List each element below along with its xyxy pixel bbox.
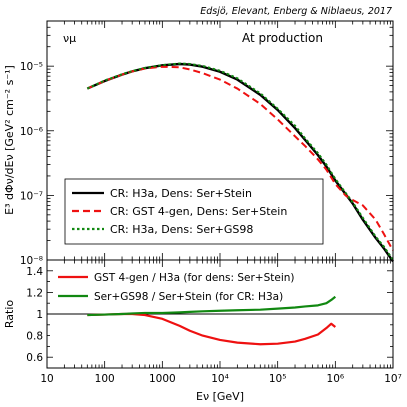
legend-label-h3a-gs98: CR: H3a, Dens: Ser+GS98 (110, 223, 253, 236)
author-credit: Edsjö, Elevant, Enberg & Niblaeus, 2017 (200, 6, 392, 17)
x-tick-label: 10⁷ (384, 373, 402, 385)
x-tick-label: 10⁶ (327, 373, 345, 385)
flux-y-axis-label: E³ dΦν/dEν [GeV² cm⁻² s⁻¹] (3, 65, 16, 215)
flux-y-tick-label: 10⁻⁷ (20, 190, 43, 202)
flux-y-tick-labels: 10⁻⁸ 10⁻⁷ 10⁻⁶ 10⁻⁵ (20, 61, 43, 267)
ratio-series-line-0 (87, 312, 337, 346)
ratio-axis-ticks (46, 259, 394, 369)
flux-panel: 10⁻⁸ 10⁻⁷ 10⁻⁶ 10⁻⁵ νμ At production E³ dΦν… (3, 20, 394, 267)
ratio-legend: GST 4-gen / H3a (for dens: Ser+Stein) Se… (58, 272, 295, 303)
ratio-y-tick-label: 1.2 (26, 287, 43, 299)
x-tick-label: 1000 (149, 373, 176, 385)
ratio-panel: 0.6 0.8 1 1.2 1.4 10 100 1000 10⁴ 10⁵ 10⁶ 10⁷ Rati… (3, 259, 402, 403)
flux-y-tick-label: 10⁻⁶ (20, 126, 43, 138)
x-tick-label: 100 (95, 373, 115, 385)
ratio-plot-frame (46, 259, 394, 369)
flux-series-group (86, 62, 394, 263)
flux-axis-ticks (46, 20, 394, 261)
x-tick-label: 10⁵ (269, 373, 287, 385)
ratio-y-tick-label: 1 (36, 309, 43, 321)
flux-y-tick-label: 10⁻⁸ (20, 255, 43, 267)
legend-label-gst-stein: CR: GST 4-gen, Dens: Ser+Stein (110, 205, 287, 218)
ratio-y-tick-label: 1.4 (26, 266, 43, 278)
flux-legend-box (64, 178, 324, 245)
ratio-legend-label-gs98: Ser+GS98 / Ser+Stein (for CR: H3a) (94, 291, 283, 303)
x-tick-label: 10⁴ (211, 373, 229, 385)
ratio-y-tick-label: 0.8 (26, 331, 43, 343)
ratio-y-axis-label: Ratio (3, 300, 16, 329)
flux-y-tick-label: 10⁻⁵ (20, 61, 43, 73)
x-axis-label: Eν [GeV] (196, 390, 244, 403)
ratio-series-line-1 (87, 295, 337, 317)
x-tick-labels: 10 100 1000 10⁴ 10⁵ 10⁶ 10⁷ (40, 373, 401, 385)
x-tick-label: 10 (40, 373, 53, 385)
flux-series-line-1 (86, 65, 394, 252)
ratio-series-group (87, 295, 337, 346)
ratio-y-tick-label: 0.6 (26, 352, 43, 364)
flux-series-line-2 (86, 62, 394, 261)
at-production-annotation: At production (242, 31, 323, 45)
flux-legend: CR: H3a, Dens: Ser+Stein CR: GST 4-gen, … (64, 178, 324, 245)
ratio-legend-label-gst: GST 4-gen / H3a (for dens: Ser+Stein) (94, 272, 295, 284)
legend-label-h3a-stein: CR: H3a, Dens: Ser+Stein (110, 187, 252, 200)
flavor-label: νμ (63, 32, 76, 45)
ratio-y-tick-labels: 0.6 0.8 1 1.2 1.4 (26, 266, 43, 364)
